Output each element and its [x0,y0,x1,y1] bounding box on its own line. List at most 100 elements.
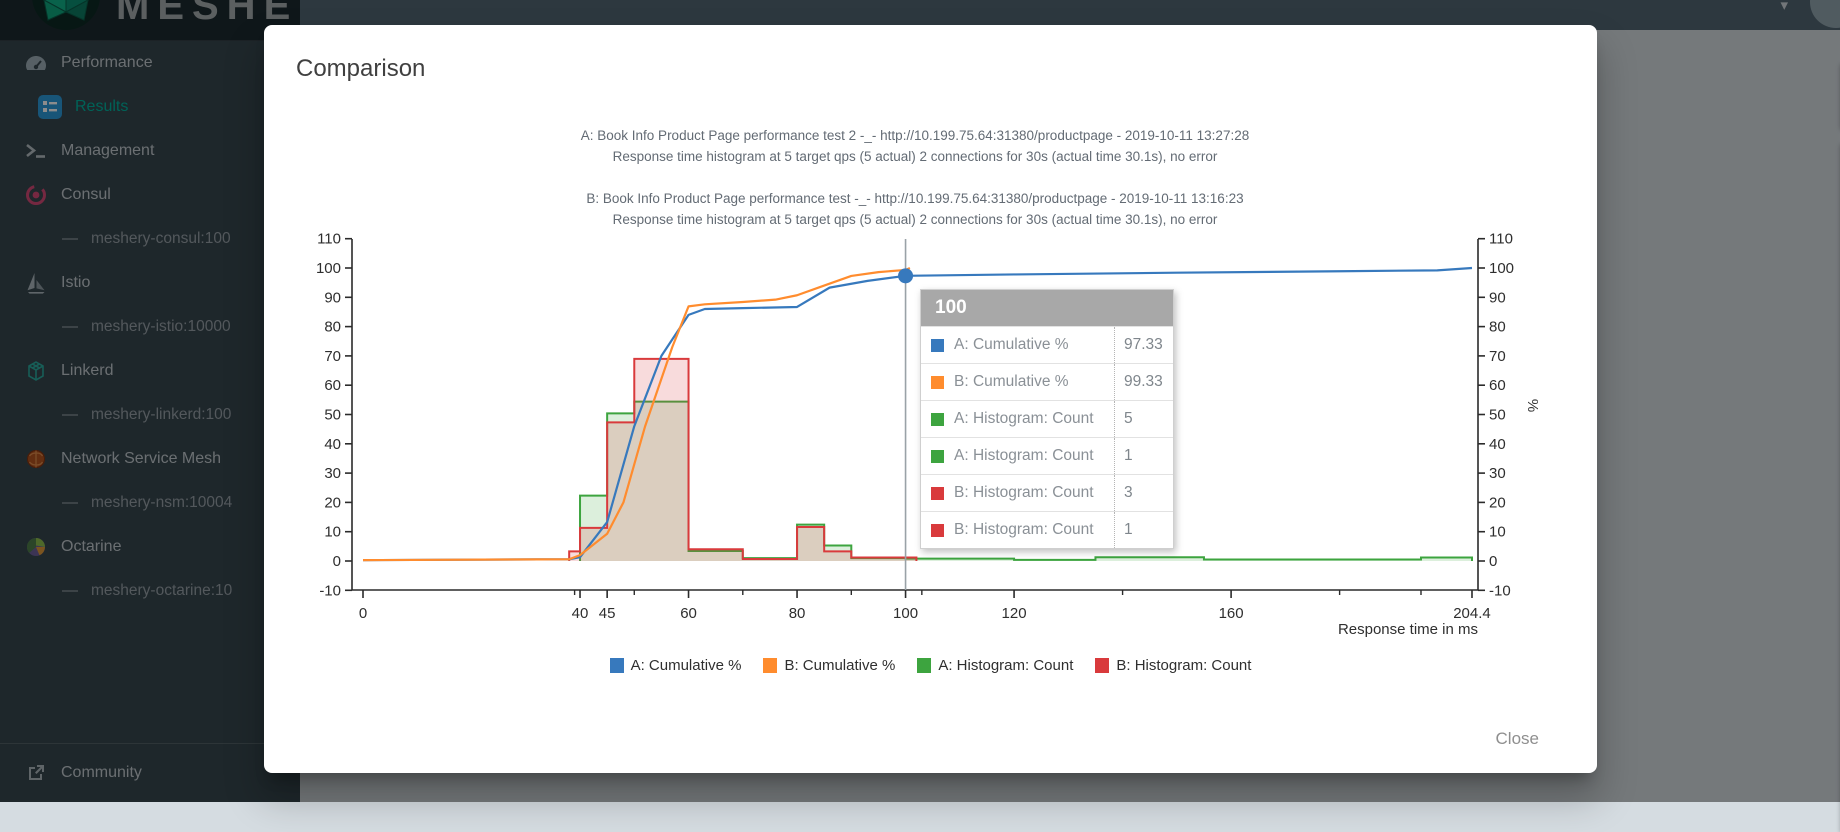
consul-icon [24,183,48,207]
sidebar-item-community[interactable]: Community [0,743,300,802]
axis-lines [351,239,1479,591]
legend-swatch [1095,658,1110,673]
sidebar-item-meshery-octarine-10[interactable]: meshery-octarine:10 [0,569,300,613]
svg-text:100: 100 [893,605,918,622]
tooltip-series-label: A: Cumulative % [954,336,1069,353]
sidebar-item-octarine[interactable]: Octarine [0,525,300,569]
sidebar-item-label: Linkerd [61,362,114,379]
svg-text:60: 60 [1489,377,1506,394]
istio-icon [24,271,48,295]
chart-tooltip: 100 A: Cumulative % 97.33 B: Cumulative % 9… [920,289,1174,549]
svg-text:30: 30 [1489,465,1506,482]
sidebar-item-meshery-linkerd-100[interactable]: meshery-linkerd:100 [0,393,300,437]
svg-text:20: 20 [1489,494,1506,511]
poll-icon [38,95,62,119]
sidebar-item-consul[interactable]: Consul [0,173,300,217]
sidebar-item-label: Istio [61,274,91,291]
sidebar-item-performance[interactable]: Performance [0,41,300,85]
sidebar-item-label: Performance [61,54,153,71]
x-axis-title: Response time in ms [1337,621,1478,638]
sidebar-item-meshery-istio-10000[interactable]: meshery-istio:10000 [0,305,300,349]
svg-text:0: 0 [1489,553,1497,570]
sidebar-item-label: Consul [61,186,111,203]
svg-text:40: 40 [572,605,589,622]
series-swatch [931,449,944,463]
comparison-dialog: Comparison A: Book Info Product Page per… [264,25,1597,773]
legend-item-b-cumulative[interactable]: B: Cumulative % [763,657,895,674]
svg-text:80: 80 [789,605,806,622]
series-swatch [931,375,944,389]
tooltip-row: A: Cumulative % 97.33 [921,326,1173,363]
sidebar-item-management[interactable]: Management [0,129,300,173]
histogram-b-histogram-count [568,357,918,561]
nsm-icon [24,447,48,471]
legend-item-a-cumulative[interactable]: A: Cumulative % [609,657,741,674]
sidebar-item-label: meshery-istio:10000 [91,318,231,335]
chart-title-b: B: Book Info Product Page performance te… [586,191,1244,206]
sidebar-item-label: Results [75,98,129,115]
svg-text:10: 10 [324,524,341,541]
terminal-icon [24,139,48,163]
line-b-cumulative [362,266,911,562]
legend-swatch [917,658,932,673]
sidebar-item-meshery-consul-100[interactable]: meshery-consul:100 [0,217,300,261]
legend-label: B: Cumulative % [784,657,896,674]
tooltip-row: B: Histogram: Count 1 [921,511,1173,548]
svg-text:90: 90 [324,289,341,306]
legend-item-b-histogram-count[interactable]: B: Histogram: Count [1095,657,1251,674]
dialog-title: Comparison [296,55,426,82]
app-logo[interactable]: MESHERY [0,0,300,41]
octarine-icon [24,535,48,559]
sidebar-item-label: meshery-linkerd:100 [91,406,232,423]
sidebar-item-label: meshery-consul:100 [91,230,231,247]
svg-text:160: 160 [1219,605,1244,622]
sidebar-item-network-service-mesh[interactable]: Network Service Mesh [0,437,300,481]
tooltip-series-value: 5 [1114,401,1173,437]
svg-text:70: 70 [324,348,341,365]
svg-text:204.4: 204.4 [1453,605,1491,622]
sidebar-nav: Performance Results Management Consul mesher… [0,41,300,613]
tooltip-row: B: Cumulative % 99.33 [921,363,1173,400]
svg-text:40: 40 [1489,436,1506,453]
app-wordmark: MESHERY [116,0,300,28]
svg-text:0: 0 [359,605,367,622]
close-button[interactable]: Close [1488,723,1547,755]
gauge-icon [24,51,48,75]
legend-swatch [609,658,624,673]
svg-text:80: 80 [324,319,341,336]
sidebar-item-label: Network Service Mesh [61,450,222,467]
dash-icon [62,590,78,592]
sidebar-item-results[interactable]: Results [0,85,300,129]
legend-swatch [763,658,778,673]
y-axis-title: % [1524,398,1542,413]
sidebar-item-label: Community [61,764,142,781]
sidebar-item-istio[interactable]: Istio [0,261,300,305]
sidebar-item-label: meshery-nsm:10004 [91,494,233,511]
svg-text:10: 10 [1489,524,1506,541]
svg-text:60: 60 [680,605,697,622]
tooltip-series-value: 99.33 [1114,364,1173,400]
svg-text:70: 70 [1489,348,1506,365]
chart-title-a: A: Book Info Product Page performance te… [580,128,1250,143]
tooltip-series-label: B: Cumulative % [954,373,1069,390]
svg-text:90: 90 [1489,289,1506,306]
launch-icon [24,761,48,785]
series-swatch [931,412,944,426]
legend-item-a-histogram-count[interactable]: A: Histogram: Count [917,657,1073,674]
tooltip-series-value: 1 [1114,438,1173,474]
series-swatch [931,338,944,352]
svg-text:30: 30 [324,465,341,482]
sidebar-item-label: meshery-octarine:10 [91,582,233,599]
line-a-cumulative [362,266,1473,562]
svg-text:60: 60 [324,377,341,394]
tooltip-series-label: A: Histogram: Count [954,447,1094,464]
svg-text:20: 20 [324,494,341,511]
dash-icon [62,414,78,416]
sidebar-item-meshery-nsm-10004[interactable]: meshery-nsm:10004 [0,481,300,525]
chevron-down-icon[interactable]: ▾ [1780,0,1788,14]
meshery-logo-icon [32,0,100,30]
chart-subtitle-a: Response time histogram at 5 target qps … [612,149,1218,164]
sidebar-item-linkerd[interactable]: Linkerd [0,349,300,393]
tooltip-row: B: Histogram: Count 3 [921,474,1173,511]
